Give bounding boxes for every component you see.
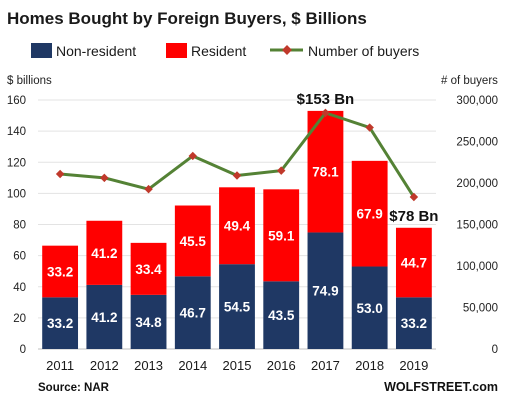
- x-tick-label: 2011: [46, 358, 74, 373]
- bar-non-resident: [174, 276, 211, 349]
- bar-label-resident: 33.2: [47, 264, 73, 279]
- bar-non-resident: [263, 281, 300, 349]
- y-right-tick-label: 50,000: [463, 303, 498, 315]
- buyers-point: [276, 166, 286, 175]
- bar-resident: [130, 242, 167, 295]
- y-right-tick-label: 200,000: [456, 178, 498, 190]
- y-left-tick-label: 20: [13, 313, 26, 325]
- bar-value-labels: 33.2 33.2 41.2 41.2 34.8 33.4 46.7 45.5 54.5 49.4…: [47, 165, 427, 332]
- buyers-point: [144, 184, 153, 194]
- legend-swatch-resident: [166, 43, 187, 58]
- chart-title: Homes Bought by Foreign Buyers, $ Billio…: [7, 9, 367, 28]
- bar-non-resident: [395, 297, 432, 349]
- buyers-point: [188, 151, 198, 161]
- bar-label-non-resident: 74.9: [312, 284, 338, 299]
- legend: Non-resident Resident Number of buyers: [31, 43, 419, 59]
- y-left-tick-label: 120: [7, 157, 26, 169]
- x-tick-label: 2013: [134, 358, 163, 373]
- legend-swatch-non-resident: [31, 43, 52, 58]
- bar-resident: [307, 110, 344, 233]
- buyers-point: [100, 173, 109, 183]
- total-annotation: $78 Bn: [389, 208, 438, 225]
- bar-non-resident: [42, 297, 79, 349]
- y-right-tick-label: 250,000: [456, 137, 498, 149]
- bar-resident: [263, 189, 300, 282]
- x-tick-label: 2014: [178, 358, 207, 373]
- total-annotation: $153 Bn: [297, 91, 355, 108]
- bar-resident: [219, 187, 255, 265]
- bar-resident: [86, 220, 123, 285]
- y-right-tick-label: 150,000: [456, 220, 498, 232]
- bar-resident: [395, 227, 432, 298]
- y-right-tick-label: 0: [492, 344, 498, 356]
- bar-label-non-resident: 41.2: [91, 310, 117, 325]
- y-left-tick-label: 160: [7, 95, 26, 107]
- bar-label-resident: 33.4: [135, 262, 162, 277]
- legend-label-resident: Resident: [191, 43, 246, 59]
- bar-resident: [174, 205, 211, 277]
- x-tick-label: 2017: [311, 358, 340, 373]
- y-left-tick-label: 80: [13, 220, 26, 232]
- bar-label-non-resident: 33.2: [401, 316, 427, 331]
- x-tick-label: 2015: [223, 358, 252, 373]
- bar-non-resident: [130, 294, 167, 349]
- y-right-tick-label: 300,000: [456, 95, 498, 107]
- axis-labels: 0 20 40 60 80 100 120 140 160 0 50,000 100,000 150,0…: [7, 95, 498, 373]
- bar-non-resident: [219, 264, 255, 349]
- legend-marker-buyers: [282, 45, 292, 55]
- x-tick-label: 2018: [355, 358, 384, 373]
- bar-label-non-resident: 46.7: [180, 306, 206, 321]
- y-left-axis-label: $ billions: [7, 75, 52, 87]
- bar-label-non-resident: 54.5: [224, 300, 251, 315]
- bar-resident: [42, 245, 79, 298]
- y-left-tick-label: 100: [7, 188, 26, 200]
- x-tick-label: 2012: [90, 358, 119, 373]
- bar-label-resident: 41.2: [91, 246, 117, 261]
- bar-resident: [351, 160, 388, 267]
- y-left-tick-label: 40: [13, 282, 26, 294]
- bar-non-resident: [307, 232, 344, 349]
- bar-label-resident: 67.9: [357, 207, 383, 222]
- y-right-tick-label: 100,000: [456, 261, 498, 273]
- buyers-line: [55, 108, 419, 202]
- bar-non-resident: [86, 284, 123, 349]
- bar-label-non-resident: 43.5: [268, 308, 295, 323]
- bar-label-resident: 59.1: [268, 228, 295, 243]
- bar-non-resident: [351, 266, 388, 349]
- y-right-axis-label: # of buyers: [441, 75, 498, 87]
- bar-label-non-resident: 33.2: [47, 316, 73, 331]
- bar-label-resident: 44.7: [401, 256, 427, 271]
- bar-label-resident: 45.5: [180, 234, 207, 249]
- y-left-tick-label: 60: [13, 251, 26, 263]
- x-tick-label: 2016: [267, 358, 296, 373]
- bar-label-non-resident: 34.8: [135, 315, 162, 330]
- bar-label-resident: 78.1: [312, 165, 339, 180]
- buyers-point: [55, 169, 65, 179]
- y-left-tick-label: 0: [20, 344, 26, 356]
- legend-label-non-resident: Non-resident: [56, 43, 136, 59]
- buyers-point: [321, 108, 330, 118]
- legend-label-buyers: Number of buyers: [308, 43, 419, 59]
- source-note: Source: NAR: [38, 382, 110, 394]
- bars: [42, 110, 432, 349]
- brand-watermark: WOLFSTREET.com: [384, 380, 498, 394]
- annotations: $153 Bn $78 Bn: [297, 91, 439, 225]
- x-tick-label: 2019: [399, 358, 428, 373]
- y-left-tick-label: 140: [7, 126, 26, 138]
- bar-label-resident: 49.4: [224, 219, 251, 234]
- bar-label-non-resident: 53.0: [357, 301, 383, 316]
- buyers-point: [409, 192, 419, 202]
- buyers-point: [232, 171, 242, 180]
- buyers-point: [365, 123, 374, 132]
